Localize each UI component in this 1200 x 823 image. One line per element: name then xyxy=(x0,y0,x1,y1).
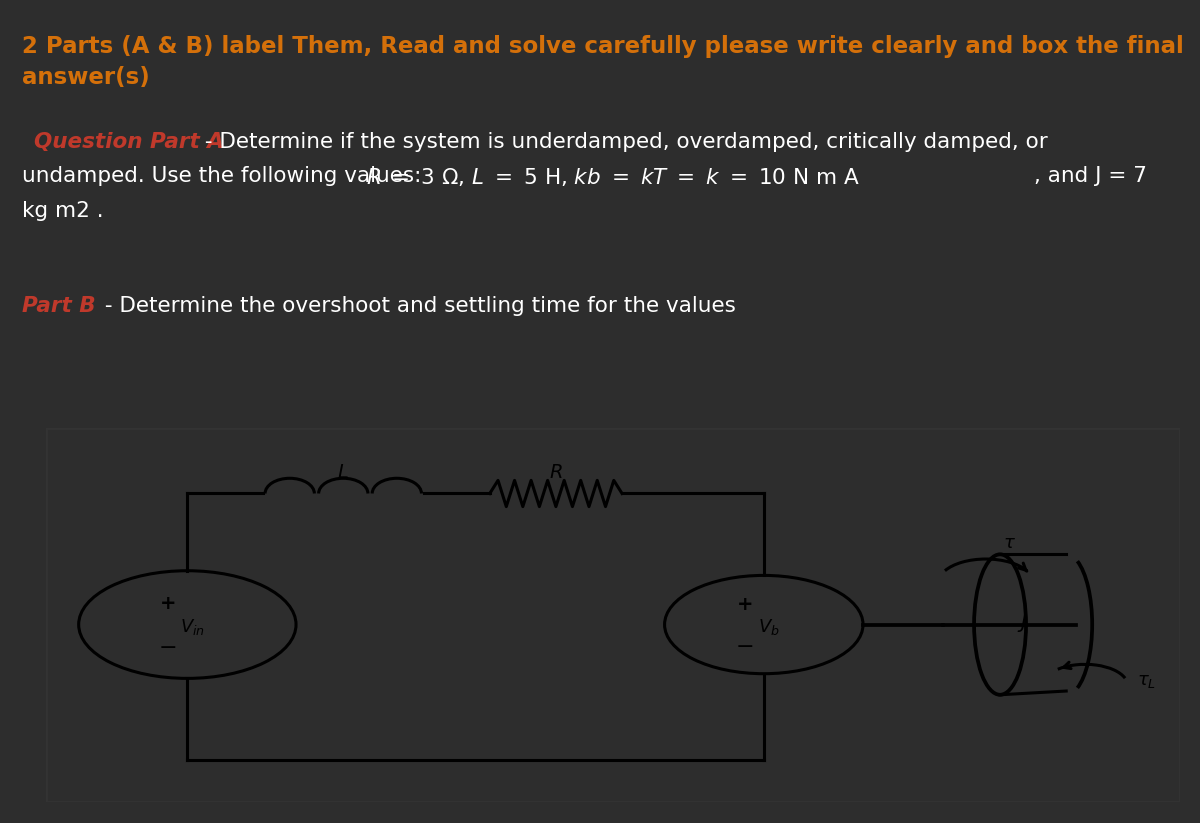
Text: $\tau$: $\tau$ xyxy=(1003,533,1016,551)
Text: +: + xyxy=(161,594,176,613)
Text: +: + xyxy=(737,595,754,615)
Text: L: L xyxy=(338,463,349,482)
Text: , and J = 7: , and J = 7 xyxy=(1034,166,1147,186)
Text: Question Part A: Question Part A xyxy=(34,132,223,151)
Text: R: R xyxy=(550,463,563,482)
Text: $\mathbf{\it{R}}$ $=$ 3 $\Omega$, $\mathbf{\it{L}}$ $=$ 5 H, $\mathbf{\it{kb}}$ : $\mathbf{\it{R}}$ $=$ 3 $\Omega$, $\math… xyxy=(366,166,859,188)
Text: $V_b$: $V_b$ xyxy=(757,617,779,637)
Text: Part B: Part B xyxy=(22,296,95,316)
Text: - Determine the overshoot and settling time for the values: - Determine the overshoot and settling t… xyxy=(98,296,737,316)
Text: kg m2 .: kg m2 . xyxy=(22,201,103,221)
Text: $\tau_L$: $\tau_L$ xyxy=(1136,672,1156,690)
Text: undamped. Use the following values:: undamped. Use the following values: xyxy=(22,166,428,186)
Text: $V_{in}$: $V_{in}$ xyxy=(180,617,204,637)
Text: - Determine if the system is underdamped, overdamped, critically damped, or: - Determine if the system is underdamped… xyxy=(198,132,1048,151)
Text: −: − xyxy=(160,638,178,658)
Text: 2 Parts (A & B) label Them, Read and solve carefully please write clearly and bo: 2 Parts (A & B) label Them, Read and sol… xyxy=(22,35,1183,58)
Text: J: J xyxy=(1021,612,1027,632)
Text: answer(s): answer(s) xyxy=(22,66,149,89)
Text: −: − xyxy=(736,637,755,657)
